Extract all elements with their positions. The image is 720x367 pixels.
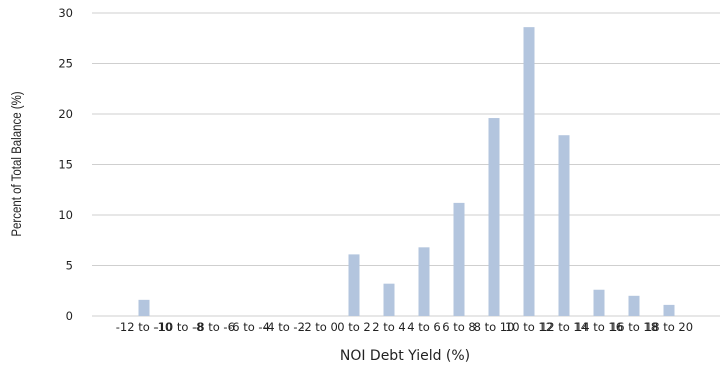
x-tick-label: 16 to 18 bbox=[610, 320, 658, 334]
bar bbox=[383, 283, 395, 316]
x-tick-label: 2 to 4 bbox=[372, 320, 406, 334]
x-tick-label: 12 to 14 bbox=[540, 320, 588, 334]
bar bbox=[593, 289, 605, 316]
x-tick-label: -8 to -6 bbox=[193, 320, 235, 334]
x-axis-title: NOI Debt Yield (%) bbox=[340, 348, 470, 364]
bar bbox=[558, 135, 570, 316]
x-tick-label: 4 to 6 bbox=[407, 320, 441, 334]
bar bbox=[628, 295, 640, 316]
x-tick-label: 8 to 10 bbox=[474, 320, 515, 334]
bar bbox=[138, 299, 150, 316]
x-tick-label: -4 to -2 bbox=[263, 320, 305, 334]
bar bbox=[453, 202, 465, 316]
x-tick-labels: -12 to -10-10 to -8-8 to -6-6 to -4-4 to… bbox=[116, 320, 693, 334]
x-tick-label: -2 to 0 bbox=[300, 320, 338, 334]
x-tick-label: 10 to 12 bbox=[505, 320, 553, 334]
y-tick-label: 0 bbox=[66, 309, 73, 323]
y-tick-label: 20 bbox=[58, 107, 73, 121]
x-tick-label: 14 to 16 bbox=[575, 320, 623, 334]
y-tick-label: 25 bbox=[58, 57, 73, 71]
x-tick-label: -10 to -8 bbox=[154, 320, 203, 334]
x-tick-label: -6 to -4 bbox=[228, 320, 270, 334]
y-tick-label: 5 bbox=[66, 259, 73, 273]
y-tick-label: 30 bbox=[58, 6, 73, 20]
bar bbox=[488, 118, 500, 316]
bar bbox=[663, 304, 675, 316]
x-tick-label: 18 to 20 bbox=[645, 320, 693, 334]
y-tick-labels: 0 5 10 15 20 25 30 bbox=[58, 6, 73, 323]
bar bbox=[523, 27, 535, 316]
y-tick-label: 15 bbox=[58, 158, 73, 172]
y-axis-title: Percent of Total Balance (%) bbox=[8, 91, 24, 236]
bar bbox=[418, 247, 430, 316]
x-tick-label: 6 to 8 bbox=[442, 320, 476, 334]
y-tick-label: 10 bbox=[58, 208, 73, 222]
x-tick-label: 0 to 2 bbox=[337, 320, 371, 334]
bars bbox=[138, 27, 675, 316]
gridlines bbox=[92, 12, 720, 317]
bar bbox=[348, 254, 360, 316]
x-tick-label: -12 to -10 bbox=[116, 320, 172, 334]
